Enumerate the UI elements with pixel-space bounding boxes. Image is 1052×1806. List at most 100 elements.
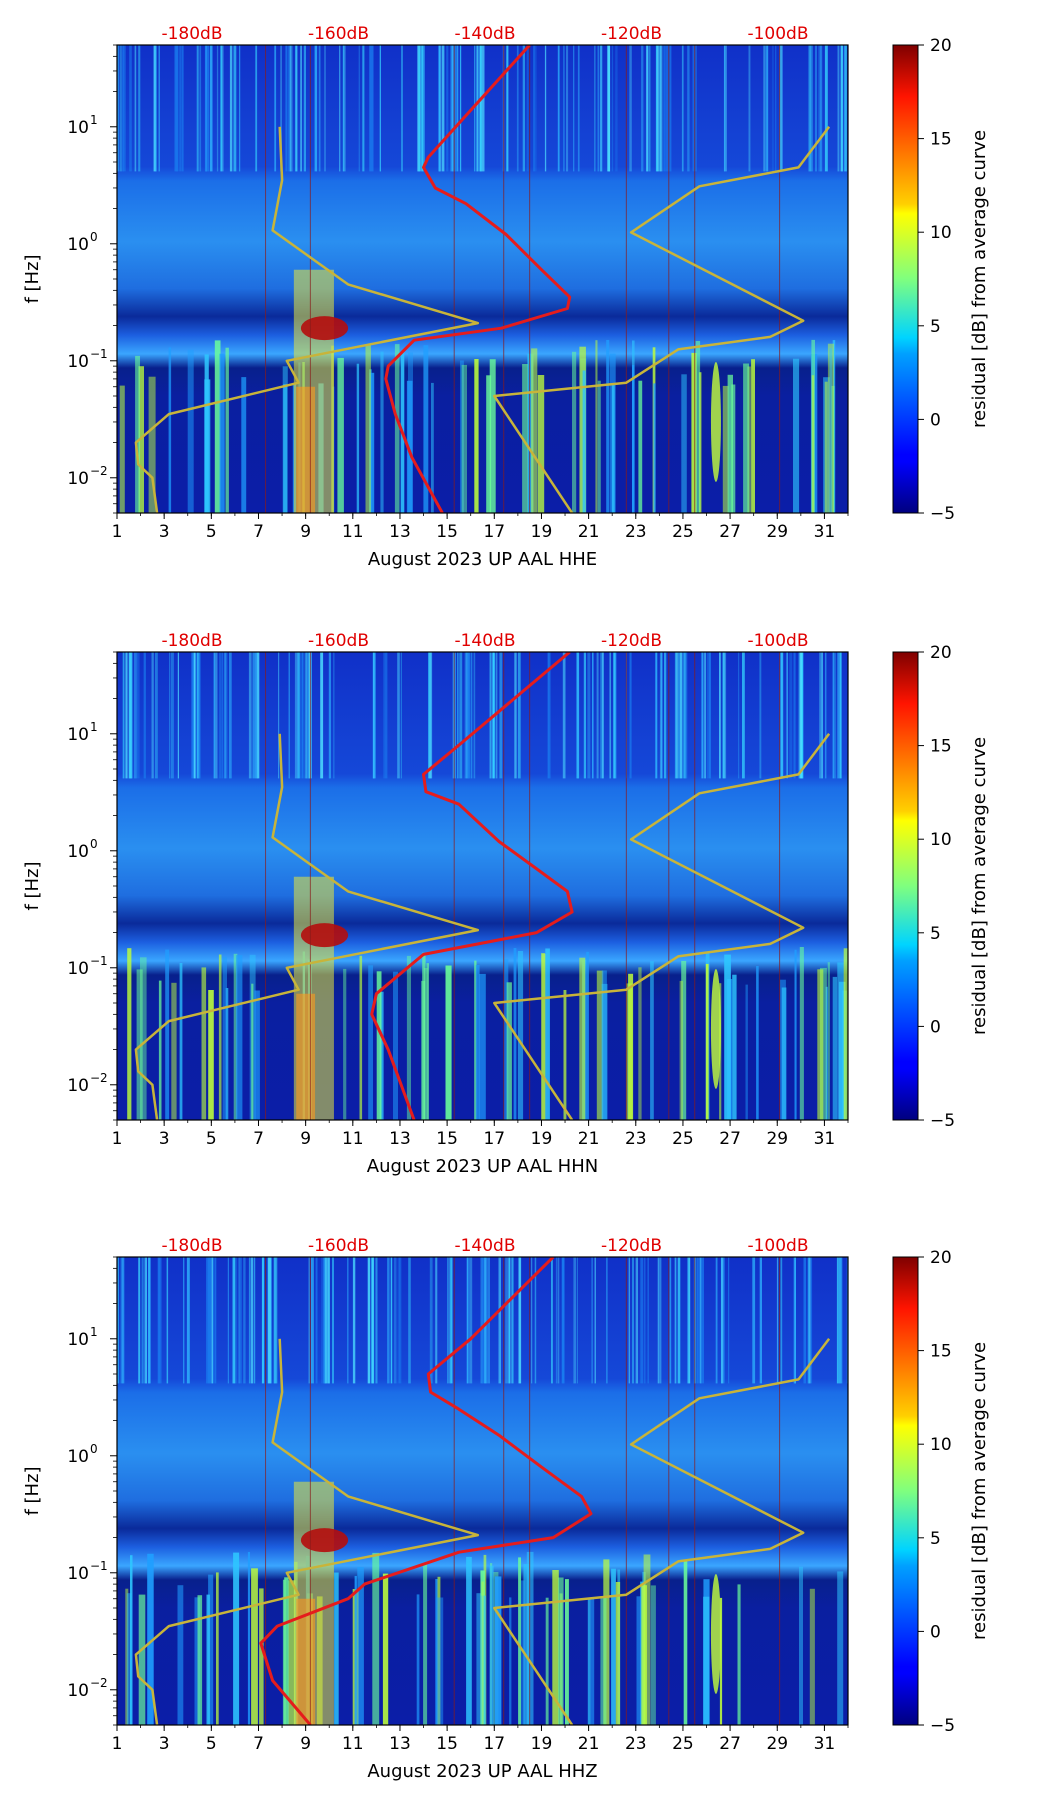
db-scale-label: -100dB — [747, 24, 808, 44]
x-tick-label: 11 — [342, 1129, 364, 1149]
x-tick-label: 27 — [719, 1734, 741, 1754]
colorbar: 20 15 10 5 0 −5 residual [dB] from average cur… — [892, 1248, 990, 1736]
colorbar: 20 15 10 5 0 −5 residual [dB] from average cur… — [892, 643, 990, 1131]
x-tick-label: 3 — [159, 522, 170, 542]
colorbar-tick-label: 10 — [930, 223, 952, 243]
x-tick-label: 21 — [578, 1734, 600, 1754]
x-tick-label: 1 — [112, 1129, 123, 1149]
x-tick-label: 11 — [342, 522, 364, 542]
model-curve-left — [134, 126, 480, 513]
colorbar-tick-label: 5 — [930, 1529, 941, 1549]
x-tick-label: 29 — [766, 522, 788, 542]
colorbar-tick-label: −5 — [930, 504, 955, 524]
colorbar-tick-label: 20 — [930, 1248, 952, 1268]
colorbar-tick-label: 0 — [930, 410, 941, 430]
y-tick-exponent: −2 — [90, 1676, 108, 1690]
y-tick-exponent: 1 — [90, 720, 98, 734]
x-tick-label: 25 — [672, 1129, 694, 1149]
y-tick-exponent: −2 — [90, 464, 108, 478]
y-tick-exponent: −1 — [90, 954, 108, 968]
db-scale-label: -140dB — [454, 1236, 515, 1256]
x-tick-label: 3 — [159, 1734, 170, 1754]
colorbar-tick-label: 10 — [930, 1435, 952, 1455]
x-tick-label: 13 — [389, 1129, 411, 1149]
colorbar-tick-label: −5 — [930, 1716, 955, 1736]
x-tick-label: 19 — [531, 522, 553, 542]
db-scale-label: -180dB — [161, 1236, 222, 1256]
y-tick-exponent: 1 — [90, 113, 98, 127]
x-tick-label: 23 — [625, 522, 647, 542]
x-tick-label: 7 — [253, 1734, 264, 1754]
x-tick-label: 5 — [206, 522, 217, 542]
x-tick-label: 21 — [578, 1129, 600, 1149]
x-tick-label: 13 — [389, 1734, 411, 1754]
colorbar-tick-label: 15 — [930, 130, 952, 150]
y-tick-exponent: 0 — [90, 230, 98, 244]
model-curve-left — [134, 1338, 480, 1725]
colorbar-tick-label: 0 — [930, 1622, 941, 1642]
y-tick-label: 10 — [67, 1330, 89, 1350]
psd-curve-red — [259, 1257, 593, 1725]
spectrogram-image — [117, 652, 848, 1120]
x-tick-label: 17 — [483, 1129, 505, 1149]
y-tick-label: 10 — [67, 725, 89, 745]
colorbar-tick-label: 20 — [930, 643, 952, 663]
x-tick-label: 23 — [625, 1734, 647, 1754]
x-tick-label: 27 — [719, 522, 741, 542]
spectrogram-image — [117, 45, 848, 513]
y-tick-label: 10 — [67, 235, 89, 255]
db-scale-label: -120dB — [601, 24, 662, 44]
model-curve-right — [493, 1338, 831, 1725]
x-tick-label: 5 — [206, 1129, 217, 1149]
psd-curve-red — [370, 652, 574, 1120]
y-tick-exponent: 0 — [90, 1442, 98, 1456]
y-tick-label: 10 — [67, 842, 89, 862]
x-tick-label: 7 — [253, 522, 264, 542]
y-tick-label: 10 — [67, 352, 89, 372]
x-tick-label: 9 — [300, 1129, 311, 1149]
x-tick-label: 25 — [672, 1734, 694, 1754]
y-tick-label: 10 — [67, 118, 89, 138]
x-tick-label: 31 — [814, 1129, 836, 1149]
spectrogram-image — [117, 1257, 848, 1725]
x-tick-label: 9 — [300, 522, 311, 542]
y-tick-exponent: −2 — [90, 1071, 108, 1085]
x-tick-label: 21 — [578, 522, 600, 542]
x-tick-label: 1 — [112, 522, 123, 542]
x-tick-label: 9 — [300, 1734, 311, 1754]
psd-curve-red — [384, 45, 572, 513]
x-tick-label: 31 — [814, 522, 836, 542]
x-tick-label: 19 — [531, 1129, 553, 1149]
colorbar-tick-label: 10 — [930, 830, 952, 850]
x-tick-label: 15 — [436, 1129, 458, 1149]
x-tick-label: 27 — [719, 1129, 741, 1149]
x-tick-label: 7 — [253, 1129, 264, 1149]
db-scale-label: -180dB — [161, 631, 222, 651]
colorbar-label: residual [dB] from average curve — [969, 737, 990, 1035]
y-tick-label: 10 — [67, 1564, 89, 1584]
y-tick-label: 10 — [67, 469, 89, 489]
colorbar-tick-label: 15 — [930, 1342, 952, 1362]
colorbar: 20 15 10 5 0 −5 residual [dB] from average cur… — [892, 36, 990, 524]
model-curve-left — [134, 733, 480, 1120]
colorbar-tick-label: −5 — [930, 1111, 955, 1131]
y-axis-label: f [Hz] — [22, 1466, 43, 1515]
db-scale-label: -100dB — [747, 631, 808, 651]
x-tick-label: 15 — [436, 522, 458, 542]
colorbar-label: residual [dB] from average curve — [969, 1342, 990, 1640]
y-tick-label: 10 — [67, 1076, 89, 1096]
db-scale-label: -100dB — [747, 1236, 808, 1256]
x-tick-label: 23 — [625, 1129, 647, 1149]
x-tick-label: 31 — [814, 1734, 836, 1754]
x-tick-label: 11 — [342, 1734, 364, 1754]
x-tick-label: 5 — [206, 1734, 217, 1754]
colorbar-tick-label: 0 — [930, 1017, 941, 1037]
y-tick-label: 10 — [67, 1447, 89, 1467]
x-tick-label: 25 — [672, 522, 694, 542]
y-tick-exponent: −1 — [90, 347, 108, 361]
db-scale-label: -180dB — [161, 24, 222, 44]
